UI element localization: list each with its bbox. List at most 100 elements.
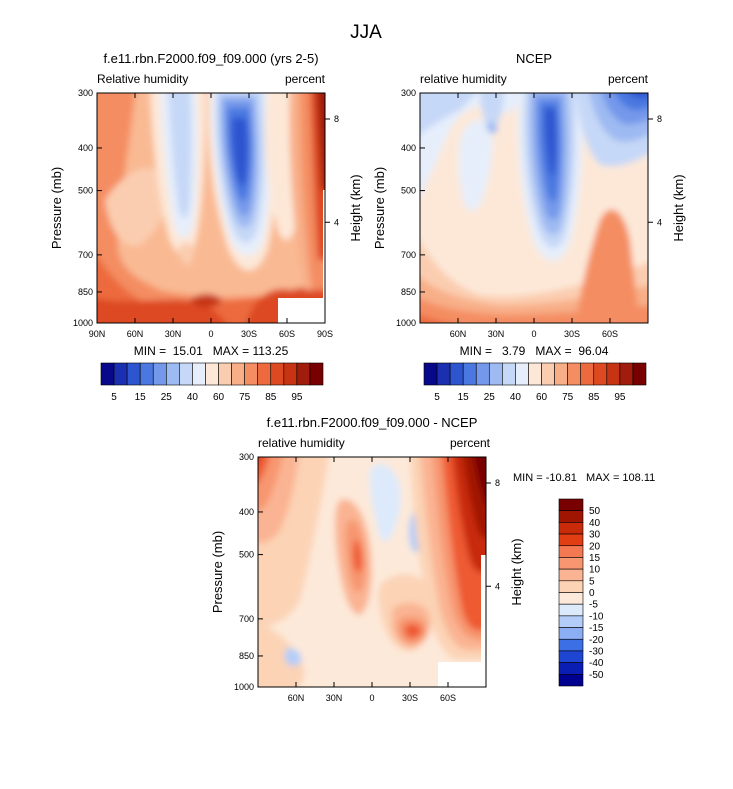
panel-title: NCEP [516,51,552,66]
colorbar-swatch [558,545,584,558]
y-tick-label: 1000 [73,318,93,328]
y-tick-label: 500 [78,186,93,196]
contour-band [352,539,362,573]
colorbar-swatch [257,362,272,386]
colorbar-swatch [296,362,311,386]
y-tick-label: 850 [401,287,416,297]
colorbar-swatch [449,362,464,386]
x-tick-label: 90N [89,329,106,339]
colorbar-swatch [541,362,555,386]
colorbar-swatch [192,362,206,386]
colorbar-swatch [558,627,584,640]
colorbar-label: -50 [589,670,604,681]
panel-ncep: NCEP relative humidity percent [372,51,686,403]
colorbar-swatch [593,362,608,386]
colorbar-label: 95 [614,392,626,403]
x-tick-label: 60S [279,329,295,339]
colorbar-label: -15 [589,623,604,634]
y-axis-label: Pressure (mb) [372,167,387,249]
min-max-label: MIN = 3.79 MAX = 96.04 [460,344,609,358]
y-tick-label: 700 [239,614,254,624]
colorbar-label: 15 [135,392,147,403]
colorbar-label: 20 [589,541,601,552]
y2-tick-label: 4 [657,217,662,227]
contour-band [458,120,493,211]
colorbar-swatch [113,362,128,386]
colorbar-swatch [423,362,438,386]
colorbar-label: 5 [434,392,440,403]
colorbar-swatch [179,362,193,386]
y-tick-label: 850 [78,287,93,297]
y-tick-label: 300 [239,452,254,462]
colorbar-swatch [558,615,584,628]
colorbar-label: -10 [589,611,604,622]
colorbar-label: 5 [111,392,117,403]
y2-tick-label: 8 [657,114,662,124]
colorbar-label: -40 [589,658,604,669]
contour-band [316,93,325,190]
colorbar-label: 0 [589,588,595,599]
colorbar-swatch [218,362,232,386]
contour-band [258,622,305,687]
contour-band [420,93,523,197]
heatmap-field [97,93,325,323]
colorbar-label: -30 [589,646,604,657]
contour-band [168,93,192,219]
colorbar-label: 40 [187,392,199,403]
y2-axis-label: Height (km) [509,538,524,605]
colorbar-swatch [558,674,584,687]
contour-band [575,209,640,323]
x-tick-label: 90S [317,329,333,339]
colorbar-swatch [558,592,584,605]
y2-axis-label: Height (km) [671,174,686,241]
y-tick-label: 700 [401,250,416,260]
colorbar-swatch [139,362,154,386]
colorbar-swatch [558,638,584,652]
field-label: Relative humidity [97,72,188,86]
panel-title: f.e11.rbn.F2000.f09_f09.000 - NCEP [267,415,478,430]
contour-band [190,294,222,308]
heatmap-field [420,93,648,323]
missing-data-mask [323,190,325,298]
colorbar-swatch [309,362,324,386]
heatmap-field [258,457,486,687]
colorbar-swatch [606,362,621,386]
contour-band [285,648,302,666]
min-max-label: MIN = 15.01 MAX = 113.25 [134,344,289,358]
y-tick-label: 400 [78,143,93,153]
colorbar-label: 60 [536,392,548,403]
missing-data-mask [481,555,486,662]
colorbar-label: 50 [589,506,601,517]
x-tick-label: 30N [326,693,343,703]
panel-title: f.e11.rbn.F2000.f09_f09.000 (yrs 2-5) [103,51,318,66]
colorbar-swatch [558,522,584,535]
colorbar-swatch [554,362,568,386]
colorbar-swatch [475,362,490,386]
x-tick-label: 30N [165,329,182,339]
contour-band [420,314,449,323]
y-tick-label: 500 [401,186,416,196]
x-tick-label: 0 [208,329,213,339]
colorbar-swatch [488,362,503,386]
colorbar-swatch [558,568,584,582]
contour-band [178,242,194,265]
colorbar-swatch [558,603,584,617]
colorbar-swatch [619,362,634,386]
colorbar-swatch [580,362,595,386]
y2-tick-label: 4 [495,581,500,591]
y2-tick-label: 8 [495,478,500,488]
field-label: relative humidity [420,72,507,86]
colorbar-label: 25 [161,392,173,403]
y2-axis-label: Height (km) [348,174,363,241]
colorbar-label: 15 [589,553,601,564]
contour-band [404,623,422,638]
x-tick-label: 60N [450,329,467,339]
x-tick-label: 0 [531,329,536,339]
min-max-label: MIN = -10.81 MAX = 108.11 [513,472,655,484]
x-tick-label: 30S [241,329,257,339]
x-tick-label: 30S [402,693,418,703]
colorbar-swatch [126,362,141,386]
panel-difference: f.e11.rbn.F2000.f09_f09.000 - NCEP relat… [210,415,655,703]
colorbar-swatch [244,362,259,386]
